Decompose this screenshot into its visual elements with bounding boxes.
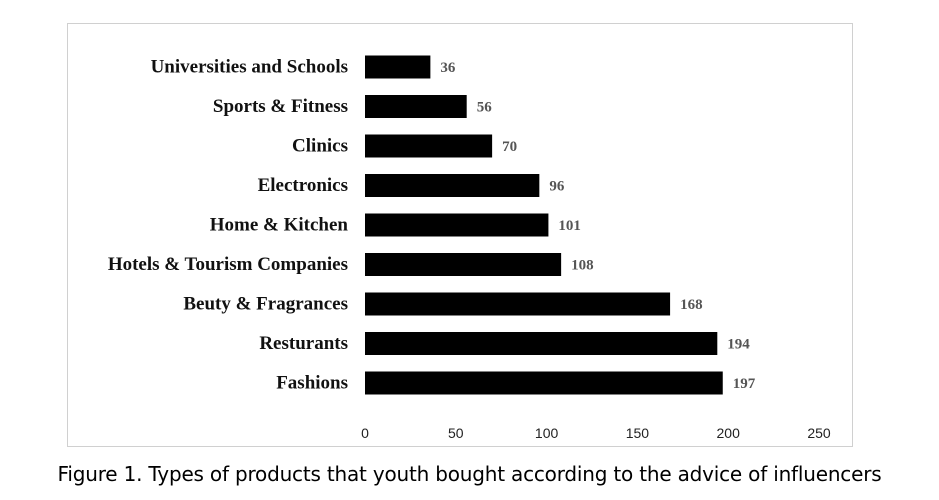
x-tick-label-50: 50 (448, 425, 464, 441)
category-label-sports-and-fitness: Sports & Fitness (213, 96, 348, 117)
value-label-home-and-kitchen: 101 (558, 218, 581, 234)
x-tick-label-250: 250 (807, 425, 831, 441)
bar-resturants (365, 332, 718, 355)
bar-electronics (365, 174, 540, 197)
value-label-clinics: 70 (502, 139, 517, 155)
category-label-hotels-and-tourism-companies: Hotels & Tourism Companies (108, 254, 348, 275)
bar-clinics (365, 134, 493, 158)
category-label-resturants: Resturants (259, 333, 348, 354)
bar-fashions (365, 371, 723, 395)
bar-hotels-and-tourism-companies (365, 253, 562, 276)
value-label-beuty-and-fragrances: 168 (680, 297, 703, 313)
value-label-universities-and-schools: 36 (440, 60, 456, 76)
bar-home-and-kitchen (365, 213, 549, 237)
value-label-hotels-and-tourism-companies: 108 (571, 258, 594, 274)
category-label-home-and-kitchen: Home & Kitchen (210, 215, 349, 236)
category-label-clinics: Clinics (292, 136, 348, 157)
category-label-universities-and-schools: Universities and Schools (151, 57, 348, 78)
category-label-beuty-and-fragrances: Beuty & Fragrances (183, 294, 348, 315)
value-label-resturants: 194 (727, 337, 750, 353)
bar-chart: Universities and Schools 36 Sports & Fitne… (108, 55, 831, 441)
value-label-electronics: 96 (549, 179, 565, 195)
x-tick-label-100: 100 (535, 425, 559, 441)
bar-universities-and-schools (365, 55, 431, 79)
category-label-fashions: Fashions (276, 373, 348, 394)
x-tick-label-150: 150 (626, 425, 650, 441)
category-label-electronics: Electronics (258, 175, 348, 196)
x-tick-label-0: 0 (361, 425, 369, 441)
value-label-sports-and-fitness: 56 (477, 100, 493, 116)
x-tick-label-200: 200 (717, 425, 741, 441)
bar-sports-and-fitness (365, 95, 467, 118)
bar-beuty-and-fragrances (365, 292, 671, 316)
figure-caption: Figure 1. Types of products that youth b… (57, 462, 882, 486)
value-label-fashions: 197 (733, 376, 756, 392)
